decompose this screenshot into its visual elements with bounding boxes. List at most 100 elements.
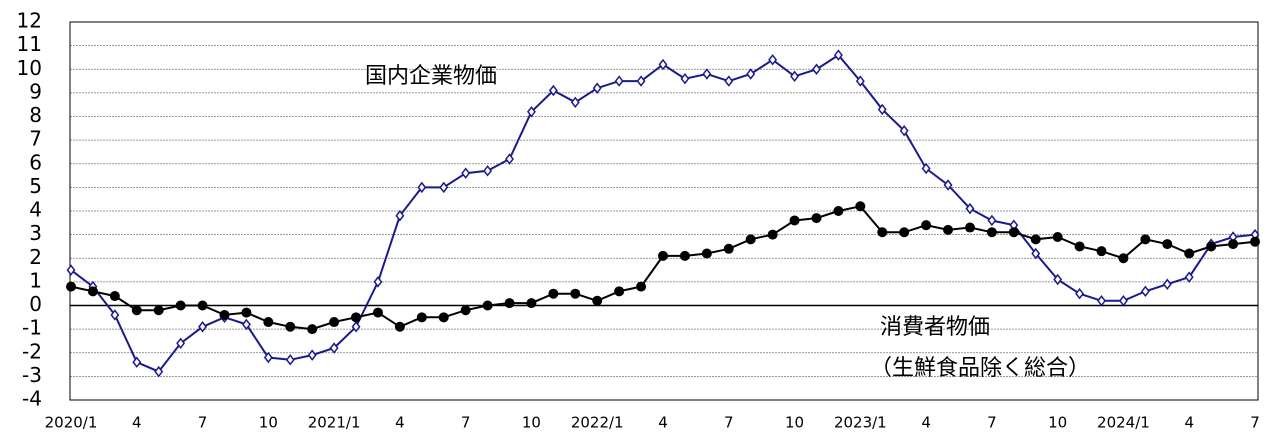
- y-tick-label: 0: [29, 292, 42, 316]
- point: [460, 305, 471, 316]
- point: [790, 70, 800, 83]
- point: [680, 72, 690, 85]
- point: [351, 321, 361, 333]
- x-tick-label: 4: [395, 414, 405, 432]
- x-tick-label: 2024/1: [1097, 414, 1150, 432]
- point: [724, 75, 734, 87]
- point: [768, 54, 778, 66]
- point: [812, 63, 821, 75]
- point: [1162, 278, 1172, 290]
- point: [592, 295, 603, 306]
- point: [1008, 227, 1019, 238]
- x-tick-label: 7: [198, 414, 208, 432]
- point: [154, 365, 164, 378]
- point: [66, 264, 76, 276]
- point: [921, 162, 931, 175]
- point: [548, 84, 558, 97]
- x-tick-label: 2020/1: [45, 414, 98, 432]
- x-tick-label: 4: [921, 414, 931, 432]
- annotation: 国内企業物価: [365, 64, 497, 89]
- point: [1030, 234, 1041, 245]
- point: [767, 229, 778, 240]
- point: [811, 213, 822, 224]
- point: [526, 298, 537, 309]
- point: [219, 309, 230, 320]
- x-tick-label: 7: [1250, 414, 1260, 432]
- point: [373, 276, 383, 288]
- point: [570, 96, 580, 109]
- point: [833, 206, 844, 216]
- point: [329, 317, 340, 328]
- point: [614, 75, 624, 87]
- point: [505, 153, 514, 165]
- point: [921, 220, 932, 231]
- point: [176, 337, 186, 350]
- point: [548, 288, 559, 299]
- y-tick-label: 8: [29, 103, 42, 127]
- point: [965, 202, 975, 215]
- point: [855, 201, 866, 212]
- point: [1228, 239, 1239, 250]
- y-tick-label: -2: [22, 339, 42, 363]
- point: [372, 307, 383, 318]
- point: [1096, 246, 1107, 257]
- x-tick-label: 7: [461, 414, 471, 432]
- point: [789, 215, 800, 226]
- y-tick-label: 10: [17, 56, 42, 80]
- point: [241, 318, 251, 331]
- x-tick-label: 2022/1: [571, 414, 624, 432]
- point: [1118, 295, 1128, 307]
- annotation: 消費者物価: [880, 315, 990, 340]
- point: [461, 167, 471, 179]
- y-tick-label: 4: [29, 198, 42, 222]
- point: [417, 181, 427, 194]
- y-tick-label: 9: [29, 79, 42, 103]
- point: [943, 179, 953, 191]
- point: [66, 281, 76, 292]
- y-tick-label: 2: [29, 245, 42, 269]
- point: [285, 321, 296, 332]
- point: [833, 49, 843, 61]
- point: [746, 68, 756, 80]
- y-tick-label: 7: [29, 127, 42, 151]
- point: [899, 124, 909, 137]
- x-tick-label: 4: [658, 414, 668, 432]
- point: [263, 351, 273, 364]
- y-tick-label: -1: [22, 316, 42, 340]
- point: [636, 75, 646, 87]
- point: [438, 312, 449, 323]
- point: [877, 227, 888, 238]
- point: [723, 243, 734, 254]
- point: [395, 210, 405, 222]
- point: [263, 317, 274, 328]
- point: [1140, 285, 1150, 298]
- point: [175, 300, 186, 311]
- point: [110, 309, 120, 321]
- point: [987, 214, 997, 227]
- point: [109, 291, 120, 302]
- x-tick-label: 10: [1048, 414, 1067, 432]
- point: [1053, 273, 1063, 286]
- x-tick-label: 10: [259, 414, 278, 432]
- x-tick-label: 2023/1: [834, 414, 887, 432]
- x-tick-label: 2021/1: [308, 414, 361, 432]
- point: [899, 227, 910, 238]
- point: [745, 234, 756, 245]
- point: [87, 286, 98, 297]
- point: [658, 58, 668, 71]
- x-tick-label: 4: [132, 414, 142, 432]
- point: [329, 342, 339, 354]
- point: [570, 288, 581, 299]
- point: [1052, 231, 1063, 242]
- point: [986, 227, 997, 238]
- point: [198, 321, 208, 333]
- y-tick-label: -3: [22, 363, 42, 387]
- point: [241, 307, 252, 318]
- y-tick-label: 1: [29, 268, 42, 292]
- point: [636, 281, 647, 292]
- plot-frame: [69, 21, 1259, 401]
- point: [1075, 287, 1085, 300]
- point: [1250, 236, 1260, 247]
- point: [1097, 295, 1106, 307]
